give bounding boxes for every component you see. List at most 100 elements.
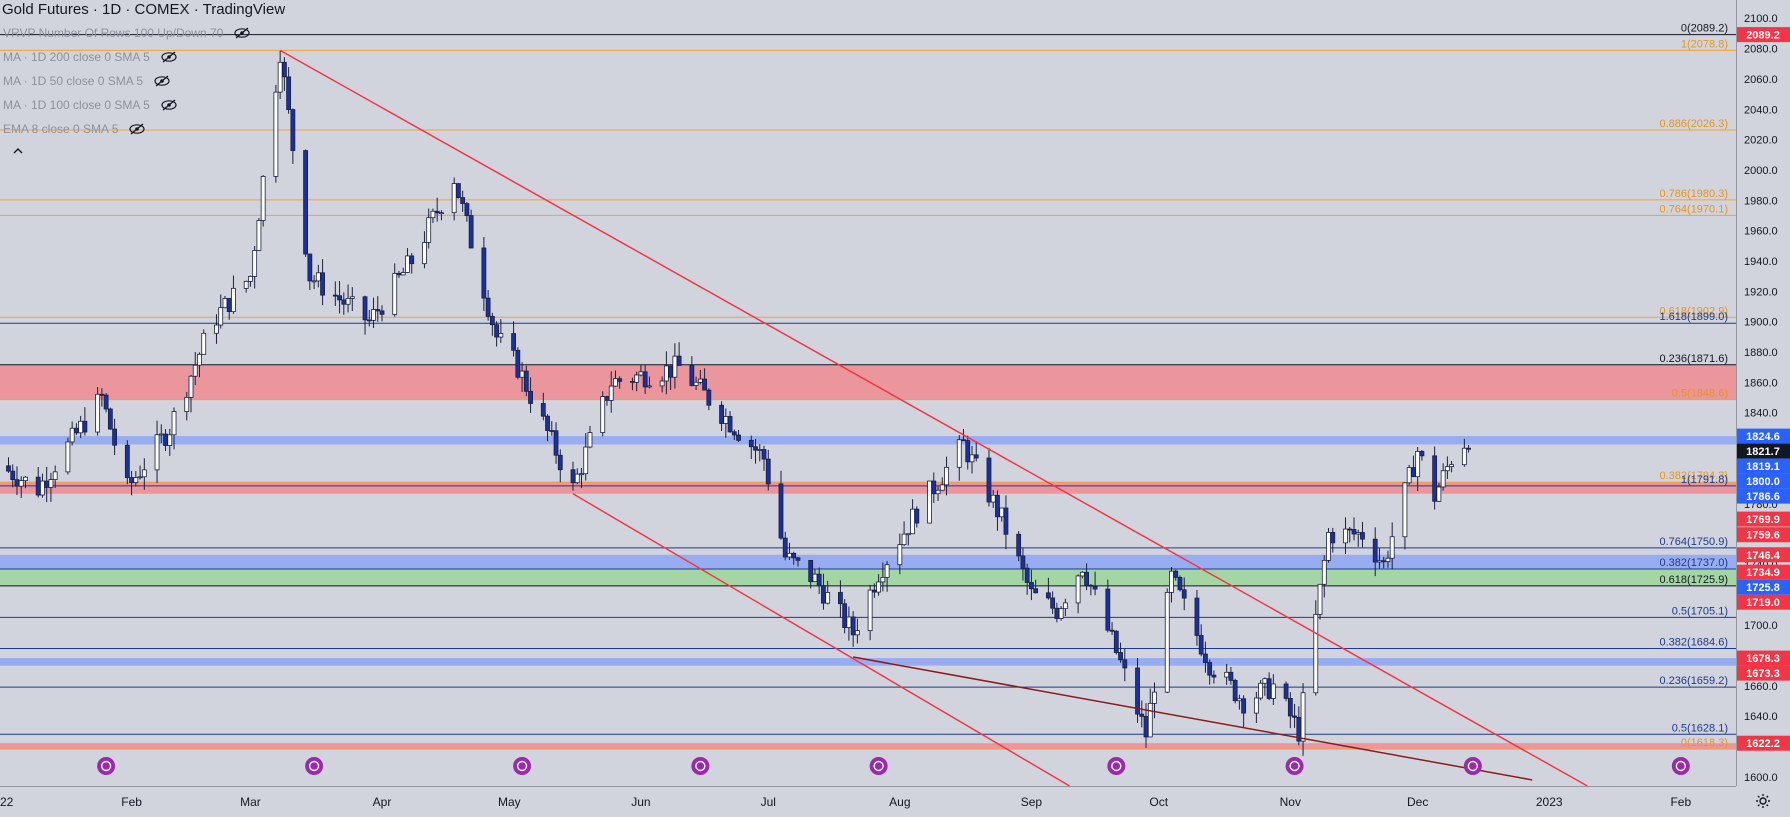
fib-level-label: 0.236(1659.2): [1660, 675, 1729, 687]
price-label: 1824.6: [1746, 431, 1780, 443]
candle-body: [876, 581, 882, 593]
price-label: 1786.6: [1746, 491, 1780, 503]
candle-body: [846, 616, 852, 628]
price-tick-label: 1940.0: [1744, 256, 1778, 268]
candle-body: [604, 396, 610, 401]
candle-body: [1287, 698, 1293, 717]
eye-off-icon[interactable]: [153, 75, 171, 87]
candle-body: [1330, 532, 1336, 544]
time-tick-label: Apr: [373, 795, 392, 809]
candle-body: [52, 471, 58, 480]
price-label-box: [1737, 458, 1790, 474]
candle-body: [23, 476, 28, 482]
candle-body: [557, 454, 563, 471]
candle-body: [303, 150, 309, 255]
candle-body: [1321, 559, 1327, 585]
candle-body: [1262, 678, 1268, 684]
candle-body: [1466, 447, 1471, 450]
candle-body: [1419, 450, 1425, 457]
fib-level-label: 0.382(1737.0): [1660, 557, 1729, 569]
time-scale[interactable]: [0, 786, 1736, 817]
candle-body: [188, 375, 194, 398]
candle-body: [821, 585, 826, 604]
candle-body: [192, 364, 198, 377]
eye-off-icon[interactable]: [160, 51, 178, 63]
candle-body: [782, 537, 788, 558]
price-tick-label: 2000.0: [1744, 165, 1778, 177]
indicator-ma-100[interactable]: MA · 1D 100 close 0 SMA 5: [3, 98, 178, 112]
candle-body: [1181, 589, 1187, 599]
fib-level-label: 0(1618.3): [1681, 737, 1728, 749]
time-tick-label: Feb: [1670, 795, 1691, 809]
candle-body: [1343, 528, 1348, 544]
indicator-ma-200[interactable]: MA · 1D 200 close 0 SMA 5: [3, 50, 178, 64]
eye-off-icon[interactable]: [128, 123, 146, 135]
candle-body: [884, 564, 890, 578]
fib-level-label: 0.5(1705.1): [1672, 605, 1728, 617]
time-tick-label: Oct: [1149, 795, 1168, 809]
fib-level-label: 0.236(1871.6): [1660, 353, 1729, 365]
time-tick-label: Jul: [761, 795, 776, 809]
candle-body: [545, 415, 550, 431]
candle-body: [1024, 567, 1030, 583]
candle-body: [1079, 571, 1085, 577]
event-icon-ring: [100, 760, 112, 772]
event-icon-ring: [873, 760, 884, 772]
event-icon-ring: [695, 760, 706, 772]
candle-body: [838, 592, 843, 605]
candle-body: [583, 446, 589, 475]
price-label-box: [1737, 428, 1790, 444]
candle-body: [74, 427, 79, 434]
indicator-ma-50[interactable]: MA · 1D 50 close 0 SMA 5: [3, 74, 171, 88]
price-tick-label: 1860.0: [1744, 377, 1778, 389]
candle-body: [44, 480, 50, 488]
candle-body: [867, 589, 873, 632]
candle-body: [1347, 528, 1353, 531]
candle-body: [574, 473, 580, 484]
candle-body: [107, 408, 113, 430]
candle-body: [706, 389, 712, 406]
candle-body: [48, 479, 54, 488]
price-tick-label: 1920.0: [1744, 286, 1778, 298]
event-icon: [1285, 757, 1304, 775]
fib-level-label: 0.786(1980.3): [1660, 188, 1729, 200]
candle-body: [371, 309, 376, 321]
event-icon-ring: [1467, 760, 1479, 772]
chevron-up-icon[interactable]: [12, 146, 24, 156]
candle-body: [498, 333, 504, 338]
candle-body: [290, 109, 296, 151]
event-icon: [691, 757, 710, 775]
candle-body: [1372, 538, 1378, 563]
candle-body: [1198, 635, 1204, 655]
price-tick-label: 1600.0: [1744, 772, 1778, 784]
price-tick-label: 1980.0: [1744, 195, 1778, 207]
price-tick-label: 1660.0: [1744, 681, 1778, 693]
candle-body: [231, 287, 236, 313]
price-zone: [0, 436, 1736, 445]
candle-body: [226, 298, 232, 313]
candle-body: [345, 298, 351, 305]
indicator-ema-8[interactable]: EMA 8 close 0 SMA 5: [3, 122, 146, 136]
candle-body: [158, 433, 164, 436]
candle-body: [112, 428, 118, 446]
settings-corner[interactable]: [1736, 786, 1790, 816]
eye-off-icon[interactable]: [233, 27, 251, 39]
candle-body: [540, 403, 546, 417]
price-label-box: [1737, 27, 1790, 43]
candle-body: [379, 310, 385, 315]
gear-icon[interactable]: [1755, 793, 1771, 809]
candle-body: [332, 294, 338, 297]
candle-body: [778, 483, 784, 539]
indicator-vrvp[interactable]: VRVP Number Of Rows 100 Up/Down 70: [3, 26, 251, 40]
candle-body: [197, 353, 202, 366]
candle-body: [719, 404, 724, 424]
candle-body: [307, 253, 313, 282]
price-label-box: [1737, 650, 1790, 666]
eye-off-icon[interactable]: [160, 99, 178, 111]
candle-body: [1058, 608, 1064, 619]
price-label-box: [1737, 527, 1790, 543]
candle-body: [1207, 662, 1213, 676]
candle-body: [613, 378, 618, 387]
